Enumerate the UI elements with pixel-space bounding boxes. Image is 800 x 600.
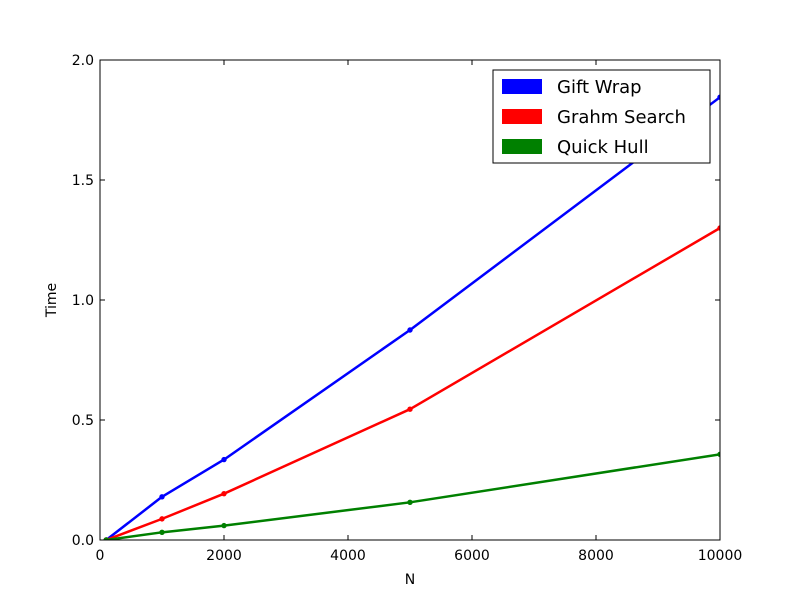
x-tick-label: 0 xyxy=(96,548,105,564)
legend-label-gift-wrap: Gift Wrap xyxy=(557,77,642,98)
y-axis-label: Time xyxy=(44,283,60,318)
legend-label-quick-hull: Quick Hull xyxy=(557,137,649,158)
series-layer xyxy=(103,94,720,540)
y-tick-label: 2.0 xyxy=(72,53,94,69)
legend-label-grahm-search: Grahm Search xyxy=(557,107,686,128)
x-tick-label: 8000 xyxy=(578,548,614,564)
plot-frame xyxy=(99,59,721,541)
ticks-layer: 0 2000 4000 6000 8000 10000 0.0 0.5 1.0 1.5 2.0 xyxy=(72,53,743,564)
y-tick-label: 0.0 xyxy=(72,533,94,549)
y-tick-label: 0.5 xyxy=(72,413,94,429)
data-point-quick-hull xyxy=(159,529,165,536)
data-point-quick-hull xyxy=(407,499,413,506)
y-tick-label: 1.0 xyxy=(72,293,94,309)
legend: Gift Wrap Grahm Search Quick Hull xyxy=(492,69,711,164)
x-tick-label: 4000 xyxy=(330,548,366,564)
legend-swatch-grahm-search xyxy=(502,109,542,124)
legend-swatch-gift-wrap xyxy=(502,79,542,94)
data-point-quick-hull xyxy=(221,522,227,529)
data-point-grahm-search xyxy=(159,516,165,522)
y-tick-label: 1.5 xyxy=(72,173,94,189)
x-tick-label: 10000 xyxy=(698,548,743,564)
data-point-gift-wrap xyxy=(159,494,165,500)
x-axis-label: N xyxy=(405,572,415,588)
data-point-grahm-search xyxy=(221,490,227,497)
x-tick-label: 2000 xyxy=(206,548,242,564)
data-point-gift-wrap xyxy=(221,456,227,463)
x-tick-label: 6000 xyxy=(454,548,490,564)
data-point-grahm-search xyxy=(407,406,413,412)
legend-swatch-quick-hull xyxy=(502,139,542,154)
data-point-gift-wrap xyxy=(407,327,413,333)
